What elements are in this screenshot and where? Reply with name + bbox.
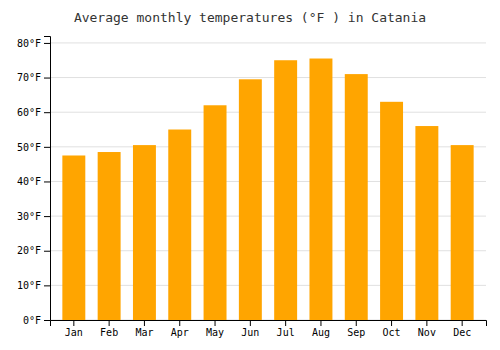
tick-mark xyxy=(44,251,50,252)
title: Average monthly temperatures (°F ) in Ca… xyxy=(74,10,426,25)
tick-mark xyxy=(391,320,392,326)
y-tick: 30°F xyxy=(17,211,50,222)
y-tick: 0°F xyxy=(23,315,50,326)
tick-mark xyxy=(179,320,180,326)
tick-mark xyxy=(73,320,74,326)
tick-mark xyxy=(356,320,357,326)
tick-mark xyxy=(144,320,145,326)
tick-mark xyxy=(426,320,427,326)
tick-label: Dec xyxy=(453,327,471,338)
tick-mark xyxy=(44,181,50,182)
axis-line xyxy=(44,37,51,321)
grid-line xyxy=(50,77,486,78)
tick-mark xyxy=(44,147,50,148)
bars xyxy=(62,59,473,320)
tick-label: Apr xyxy=(171,327,189,338)
tick-label: 60°F xyxy=(17,107,41,118)
bar xyxy=(451,145,474,320)
x-tick: Jan xyxy=(65,320,83,338)
y-axis: 0°F 10°F 20°F 30°F 40°F 50°F 60°F 70°F 80°F xyxy=(17,37,51,326)
y-tick: 10°F xyxy=(17,280,50,291)
bar xyxy=(204,105,227,320)
bar xyxy=(274,60,297,320)
tick-label: 20°F xyxy=(17,245,41,256)
tick-mark xyxy=(44,112,50,113)
tick-label: Jul xyxy=(277,327,295,338)
y-tick: 20°F xyxy=(17,245,50,256)
x-axis: Jan Feb Mar Apr May Jun Jul Aug Sep Oct Nov Dec xyxy=(51,320,487,338)
x-tick: Aug xyxy=(312,320,330,338)
x-tick: Nov xyxy=(418,320,436,338)
tick-mark xyxy=(215,320,216,326)
bar xyxy=(98,152,121,320)
x-tick: Mar xyxy=(135,320,153,338)
tick-label: Feb xyxy=(100,327,118,338)
tick-mark xyxy=(44,320,50,321)
tick-label: Jun xyxy=(241,327,259,338)
bar xyxy=(345,74,368,320)
x-tick: Jun xyxy=(241,320,259,338)
bar xyxy=(380,102,403,320)
tick-mark xyxy=(320,320,321,326)
tick-mark xyxy=(250,320,251,326)
grid-line xyxy=(50,112,486,113)
tick-mark xyxy=(462,320,463,326)
bar xyxy=(62,155,85,320)
plot-area: 0°F 10°F 20°F 30°F 40°F 50°F 60°F 70°F 80°F Jan Fe… xyxy=(17,37,487,339)
x-tick: Jul xyxy=(277,320,295,338)
tick-label: 80°F xyxy=(17,38,41,49)
bar xyxy=(133,145,156,320)
x-tick: May xyxy=(206,320,224,338)
y-tick: 70°F xyxy=(17,72,50,83)
tick-label: 0°F xyxy=(23,315,41,326)
tick-label: 70°F xyxy=(17,72,41,83)
bar xyxy=(415,126,438,320)
tick-label: 10°F xyxy=(17,280,41,291)
tick-mark xyxy=(44,78,50,79)
tick-mark xyxy=(285,320,286,326)
tick-label: 30°F xyxy=(17,211,41,222)
bar xyxy=(168,130,191,320)
tick-mark xyxy=(44,216,50,217)
x-tick: Dec xyxy=(453,320,471,338)
tick-label: 50°F xyxy=(17,142,41,153)
y-tick: 80°F xyxy=(17,38,50,49)
tick-label: Mar xyxy=(135,327,153,338)
y-tick: 50°F xyxy=(17,142,50,153)
tick-label: Sep xyxy=(347,327,365,338)
tick-label: Nov xyxy=(418,327,436,338)
y-tick: 60°F xyxy=(17,107,50,118)
tick-mark xyxy=(44,285,50,286)
grid xyxy=(50,43,486,320)
tick-label: Aug xyxy=(312,327,330,338)
chart-svg: 0°F 10°F 20°F 30°F 40°F 50°F 60°F 70°F 80°F Jan Fe… xyxy=(0,0,500,350)
x-tick: Feb xyxy=(100,320,118,338)
x-tick: Oct xyxy=(383,320,401,338)
tick-label: 40°F xyxy=(17,176,41,187)
axis-line xyxy=(51,321,487,327)
grid-line xyxy=(50,42,486,43)
bar xyxy=(239,79,262,320)
tick-label: Jan xyxy=(65,327,83,338)
tick-label: Oct xyxy=(383,327,401,338)
chart-container: 0°F 10°F 20°F 30°F 40°F 50°F 60°F 70°F 80°F Jan Fe… xyxy=(0,0,500,350)
y-tick: 40°F xyxy=(17,176,50,187)
tick-mark xyxy=(44,43,50,44)
bar xyxy=(309,59,332,320)
tick-mark xyxy=(109,320,110,326)
tick-label: May xyxy=(206,327,224,338)
x-tick: Apr xyxy=(171,320,189,338)
x-tick: Sep xyxy=(347,320,365,338)
